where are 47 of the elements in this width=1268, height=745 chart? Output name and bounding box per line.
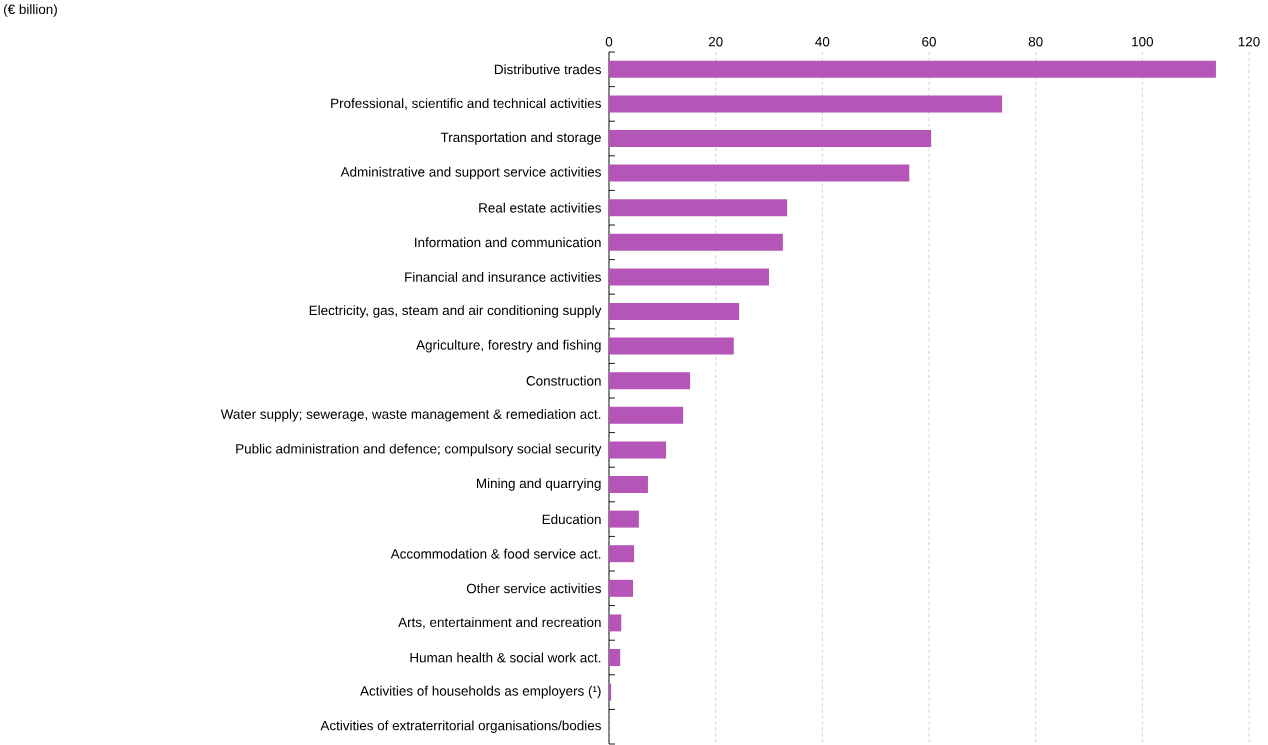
y-tick-label: Accommodation & food service act. xyxy=(390,548,601,559)
x-tick-label: 100 xyxy=(1132,36,1154,47)
bar xyxy=(609,130,932,147)
bar xyxy=(609,199,788,217)
y-tick-label: Agriculture, forestry and fishing xyxy=(416,339,601,353)
bar xyxy=(609,372,691,390)
y-tick-label: Activities of households as employers (¹) xyxy=(360,685,601,699)
bar xyxy=(609,303,740,320)
y-tick-label: Human health & social work act. xyxy=(410,652,601,663)
bar xyxy=(609,60,1216,78)
y-tick-label: Real estate activities xyxy=(479,202,601,213)
x-tick-label: 0 xyxy=(605,36,613,47)
x-tick-label: 60 xyxy=(922,36,936,47)
bar xyxy=(609,233,783,251)
bar xyxy=(609,545,635,563)
y-tick-label: Information and communication xyxy=(415,237,601,248)
x-tick-label: 80 xyxy=(1028,36,1043,47)
y-tick-label: Arts, entertainment and recreation xyxy=(398,617,601,629)
y-tick-label: Financial and insurance activities xyxy=(405,271,601,282)
x-tick-label: 40 xyxy=(815,36,830,47)
bar xyxy=(609,614,622,632)
y-tick-label: Public administration and defence; compulsory social security xyxy=(236,443,602,457)
bar xyxy=(609,337,734,355)
y-tick-label: Construction xyxy=(526,375,601,386)
y-tick-label: Mining and quarrying xyxy=(476,478,601,491)
y-tick-label: Education xyxy=(542,514,601,525)
y-tick-label: Electricity, gas, steam and air conditioning supply xyxy=(309,305,602,318)
bar xyxy=(609,268,769,286)
bar xyxy=(609,510,639,528)
y-tick-label: Distributive trades xyxy=(494,64,601,75)
bar xyxy=(609,683,612,701)
text: (€ billion) xyxy=(4,4,57,17)
bar xyxy=(609,649,621,666)
bar xyxy=(609,441,667,459)
y-tick-label: Administrative and support service activities xyxy=(340,166,601,180)
bar xyxy=(609,476,648,493)
bar xyxy=(609,164,910,182)
bar xyxy=(609,406,684,424)
y-tick-label: Professional, scientific and technical activities xyxy=(331,98,601,110)
bar xyxy=(609,95,1003,113)
y-tick-label: Activities of extraterritorial organisations/bodies xyxy=(320,720,601,733)
y-tick-label: Transportation and storage xyxy=(440,132,601,145)
x-tick-label: 120 xyxy=(1238,36,1260,47)
y-tick-label: Water supply; sewerage, waste management & remediation act. xyxy=(220,409,601,422)
x-tick-label: 20 xyxy=(708,36,723,47)
bar xyxy=(609,579,633,597)
y-tick-label: Other service activities xyxy=(466,583,601,594)
